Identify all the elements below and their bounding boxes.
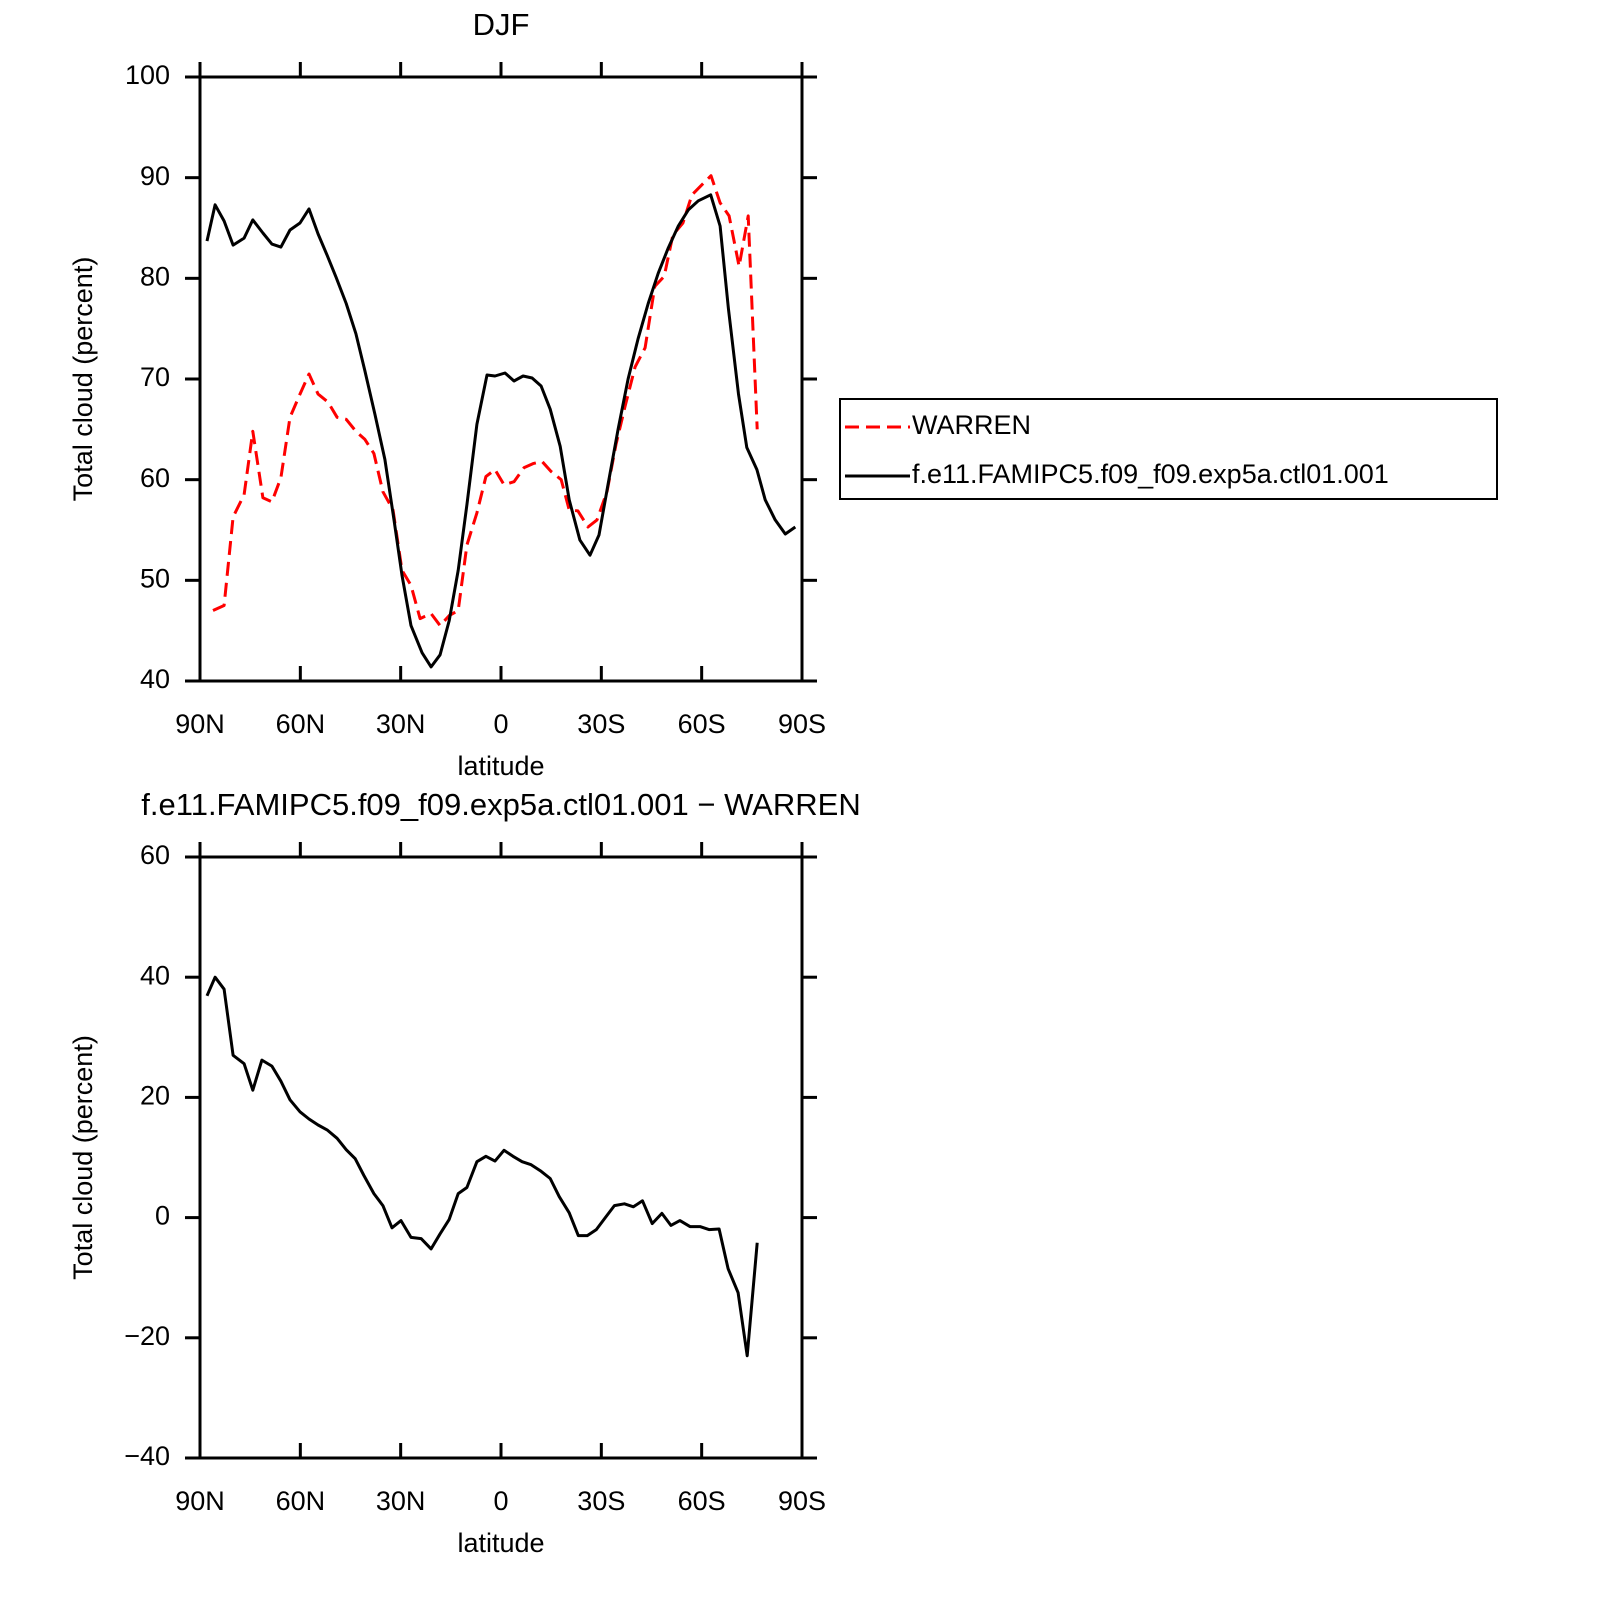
legend-box [839, 398, 1498, 500]
y-tick-label: 60 [140, 840, 170, 870]
y-tick-label: 0 [155, 1201, 170, 1231]
x-tick-label: 90S [778, 1486, 826, 1516]
y-tick-label: 40 [140, 960, 170, 990]
line-series [212, 174, 759, 628]
y-tick-label: 80 [140, 261, 170, 291]
x-tick-label: 60N [276, 709, 326, 739]
line-series [205, 975, 759, 1358]
plot-frame [198, 75, 804, 683]
x-tick-label: 90S [778, 709, 826, 739]
y-tick-label: −40 [124, 1441, 170, 1471]
y-tick-label: 90 [140, 161, 170, 191]
x-tick-label: 30N [376, 1486, 426, 1516]
x-tick-label: 90N [175, 709, 225, 739]
y-tick-label: 60 [140, 463, 170, 493]
x-tick-label: 60N [276, 1486, 326, 1516]
y-tick-label: 70 [140, 362, 170, 392]
x-tick-label: 0 [493, 1486, 508, 1516]
chart-title: f.e11.FAMIPC5.f09_f09.exp5a.ctl01.001 − … [141, 787, 860, 822]
y-tick-label: 50 [140, 563, 170, 593]
x-tick-label: 60S [678, 1486, 726, 1516]
x-axis-label: latitude [457, 1528, 544, 1558]
y-tick-label: 20 [140, 1081, 170, 1111]
legend-label: f.e11.FAMIPC5.f09_f09.exp5a.ctl01.001 [912, 459, 1389, 489]
x-tick-label: 30S [577, 1486, 625, 1516]
y-axis-label: Total cloud (percent) [68, 1035, 98, 1280]
legend-label: WARREN [912, 410, 1031, 440]
x-tick-label: 30S [577, 709, 625, 739]
plot-frame [198, 855, 804, 1460]
x-axis-label: latitude [457, 751, 544, 781]
y-tick-label: −20 [124, 1321, 170, 1351]
x-tick-label: 0 [493, 709, 508, 739]
line-series [205, 193, 797, 669]
y-tick-label: 40 [140, 664, 170, 694]
x-tick-label: 60S [678, 709, 726, 739]
chart-title: DJF [473, 7, 530, 42]
y-tick-label: 100 [125, 60, 170, 90]
x-tick-label: 90N [175, 1486, 225, 1516]
x-tick-label: 30N [376, 709, 426, 739]
y-axis-label: Total cloud (percent) [68, 257, 98, 502]
